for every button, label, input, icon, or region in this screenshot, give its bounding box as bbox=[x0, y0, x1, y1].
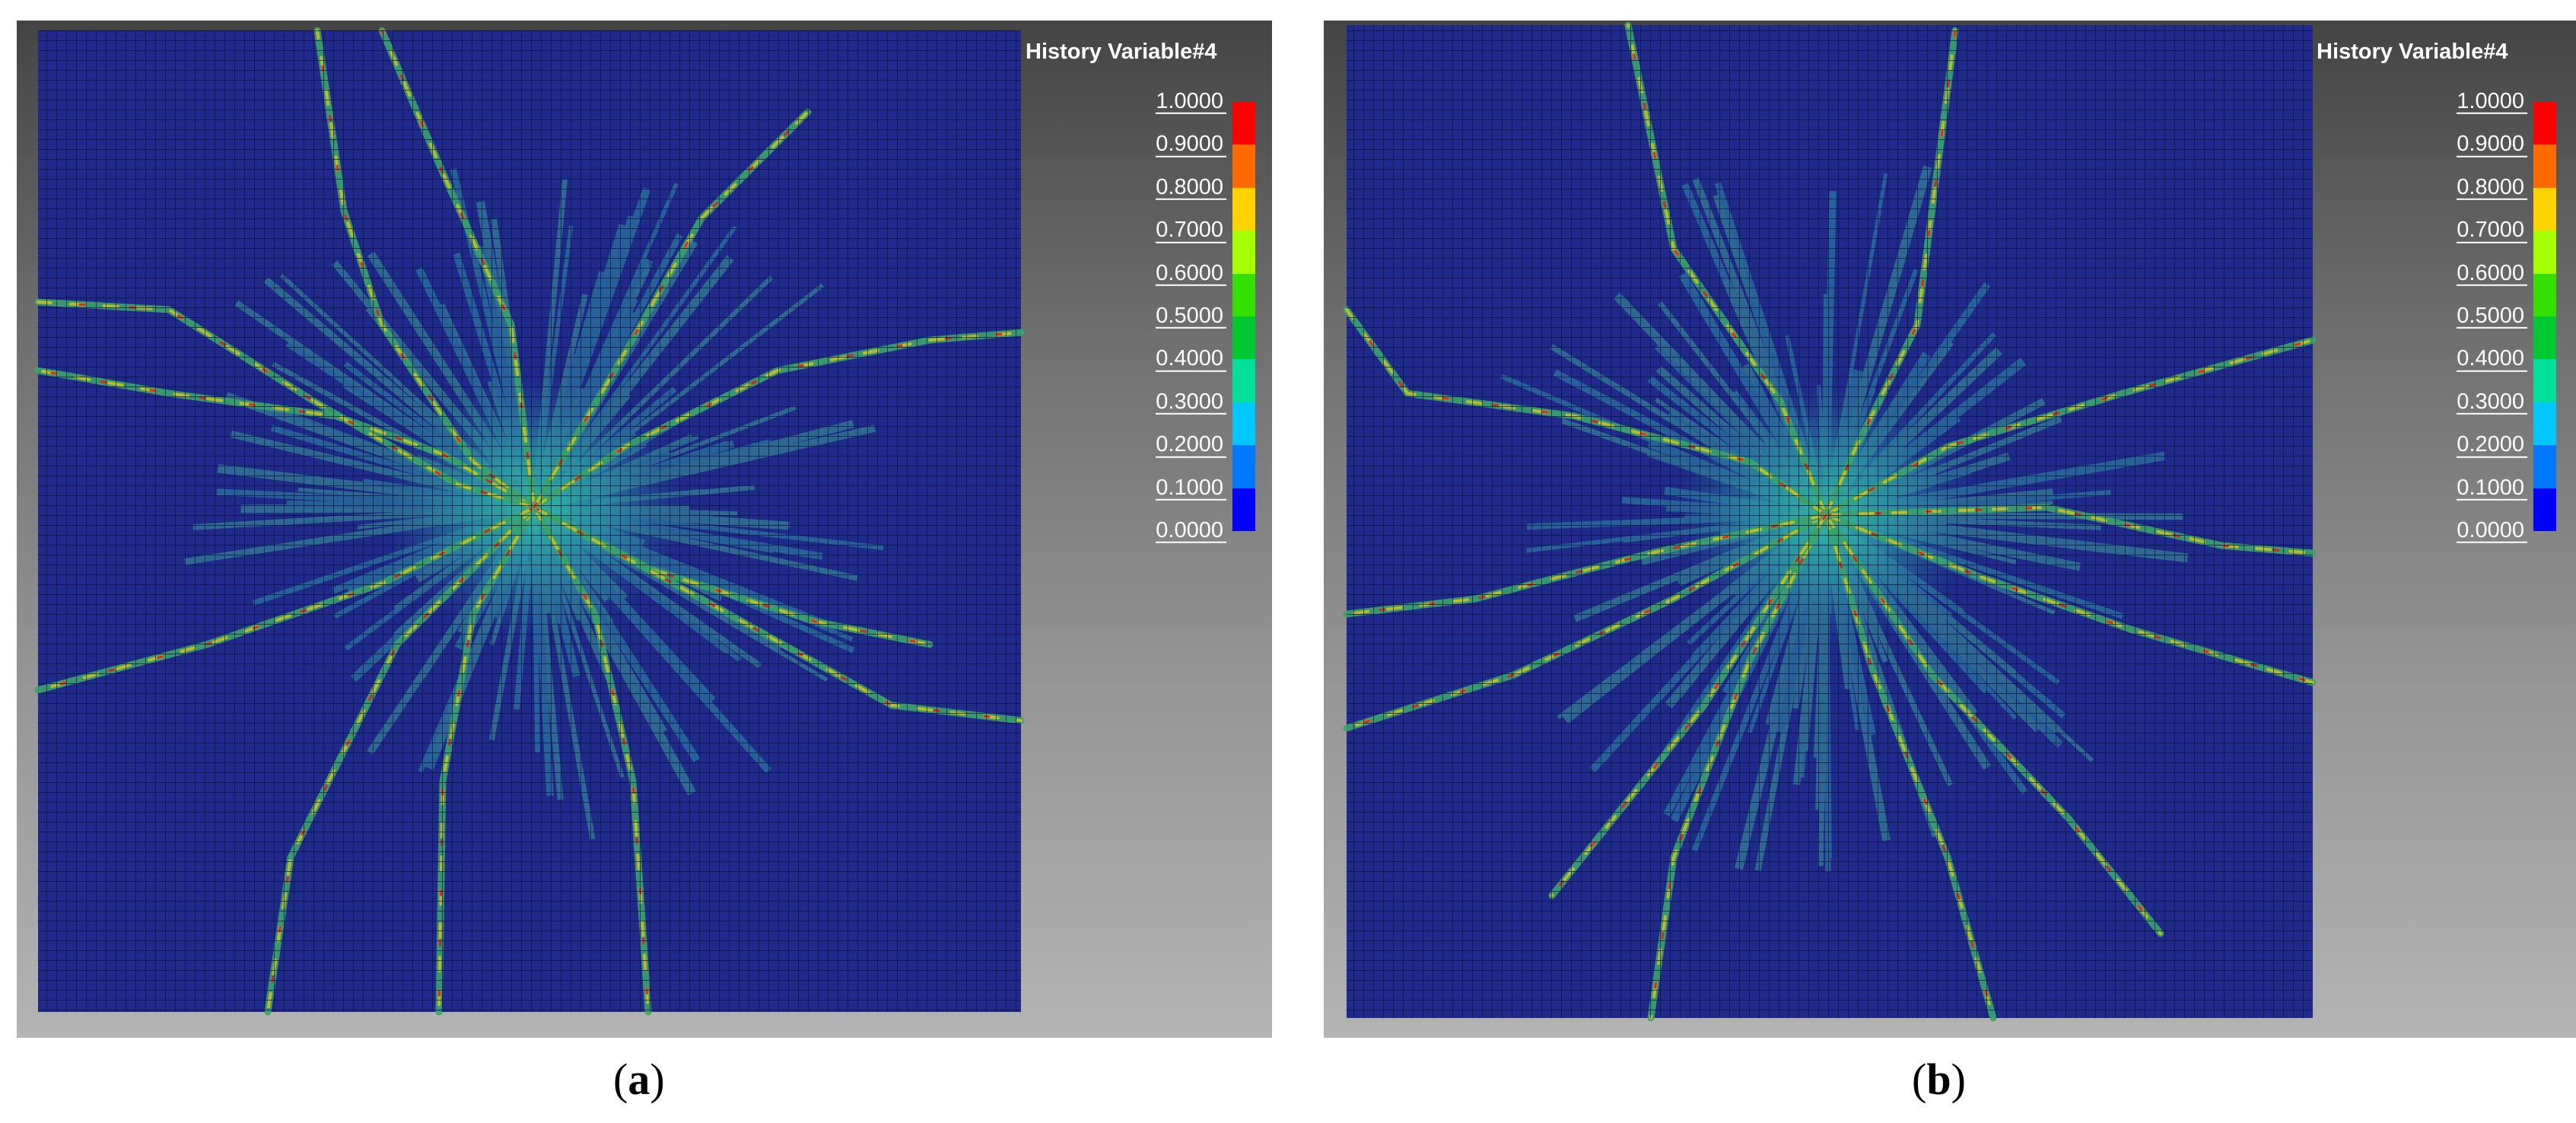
legend-labels: 1.0000 0.9000 0.8000 0.7000 0.6000 0.5000 0.40… bbox=[2375, 89, 2527, 544]
legend-swatch bbox=[2533, 402, 2556, 446]
legend-labels: 1.0000 0.9000 0.8000 0.7000 0.6000 0.5000 0.40… bbox=[1074, 89, 1226, 544]
legend-swatch bbox=[1232, 187, 1255, 231]
color-scale-bar bbox=[1232, 102, 1255, 531]
legend-tick-label: 0.2000 bbox=[2457, 433, 2527, 458]
color-scale-bar bbox=[2533, 102, 2556, 531]
legend-tick-label: 0.8000 bbox=[1156, 175, 1226, 201]
caption-b: (b) bbox=[1912, 1055, 1966, 1104]
mesh-grid bbox=[38, 30, 1021, 1012]
legend-tick-label: 0.9000 bbox=[2457, 132, 2527, 157]
legend-swatch bbox=[2533, 231, 2556, 274]
legend-title: History Variable#4 bbox=[1026, 40, 1217, 64]
simulation-panel-b: History Variable#4 1.0000 0.9000 0.8000 0.7… bbox=[1324, 21, 2576, 1038]
legend-tick-label: 0.7000 bbox=[1156, 218, 1226, 243]
legend-swatch bbox=[1232, 445, 1255, 488]
legend-swatch bbox=[1232, 488, 1255, 531]
legend-tick-label: 0.0000 bbox=[2457, 518, 2527, 544]
legend-swatch bbox=[2533, 102, 2556, 145]
legend-tick-label: 0.0000 bbox=[1156, 518, 1226, 544]
caption-letter: a bbox=[628, 1055, 650, 1104]
legend-title: History Variable#4 bbox=[2317, 40, 2508, 64]
legend-swatch bbox=[1232, 102, 1255, 145]
legend-swatch bbox=[2533, 488, 2556, 531]
legend-tick-label: 0.3000 bbox=[2457, 390, 2527, 415]
legend-swatch bbox=[2533, 273, 2556, 317]
legend-tick-label: 0.5000 bbox=[1156, 304, 1226, 329]
legend-tick-label: 0.1000 bbox=[1156, 476, 1226, 501]
legend-swatch bbox=[1232, 145, 1255, 188]
legend-swatch bbox=[2533, 187, 2556, 231]
legend-tick-label: 0.9000 bbox=[1156, 132, 1226, 157]
caption-a: (a) bbox=[613, 1055, 665, 1104]
legend-swatch bbox=[1232, 317, 1255, 360]
legend-swatch bbox=[2533, 445, 2556, 488]
legend-tick-label: 1.0000 bbox=[1156, 89, 1226, 115]
legend-tick-label: 0.5000 bbox=[2457, 304, 2527, 329]
legend-tick-label: 0.7000 bbox=[2457, 218, 2527, 243]
legend-tick-label: 0.3000 bbox=[1156, 390, 1226, 415]
legend-tick-label: 0.1000 bbox=[2457, 476, 2527, 501]
legend-swatch bbox=[1232, 231, 1255, 274]
simulation-panel-a: History Variable#4 1.0000 0.9000 0.8000 0.7… bbox=[17, 21, 1272, 1038]
damage-contour-plot-a bbox=[34, 27, 1025, 1016]
legend-tick-label: 0.6000 bbox=[1156, 261, 1226, 286]
legend-tick-label: 1.0000 bbox=[2457, 89, 2527, 115]
caption-letter: b bbox=[1926, 1055, 1951, 1104]
damage-contour-plot-b bbox=[1343, 21, 2317, 1022]
legend-tick-label: 0.8000 bbox=[2457, 175, 2527, 201]
mesh-grid bbox=[1347, 25, 2313, 1018]
legend-swatch bbox=[2533, 359, 2556, 402]
legend-swatch bbox=[1232, 402, 1255, 446]
legend-swatch bbox=[1232, 273, 1255, 317]
legend-swatch bbox=[2533, 145, 2556, 188]
legend-swatch bbox=[1232, 359, 1255, 402]
legend-tick-label: 0.6000 bbox=[2457, 261, 2527, 286]
legend-tick-label: 0.4000 bbox=[1156, 347, 1226, 372]
legend-tick-label: 0.4000 bbox=[2457, 347, 2527, 372]
legend-swatch bbox=[2533, 317, 2556, 360]
legend-tick-label: 0.2000 bbox=[1156, 433, 1226, 458]
